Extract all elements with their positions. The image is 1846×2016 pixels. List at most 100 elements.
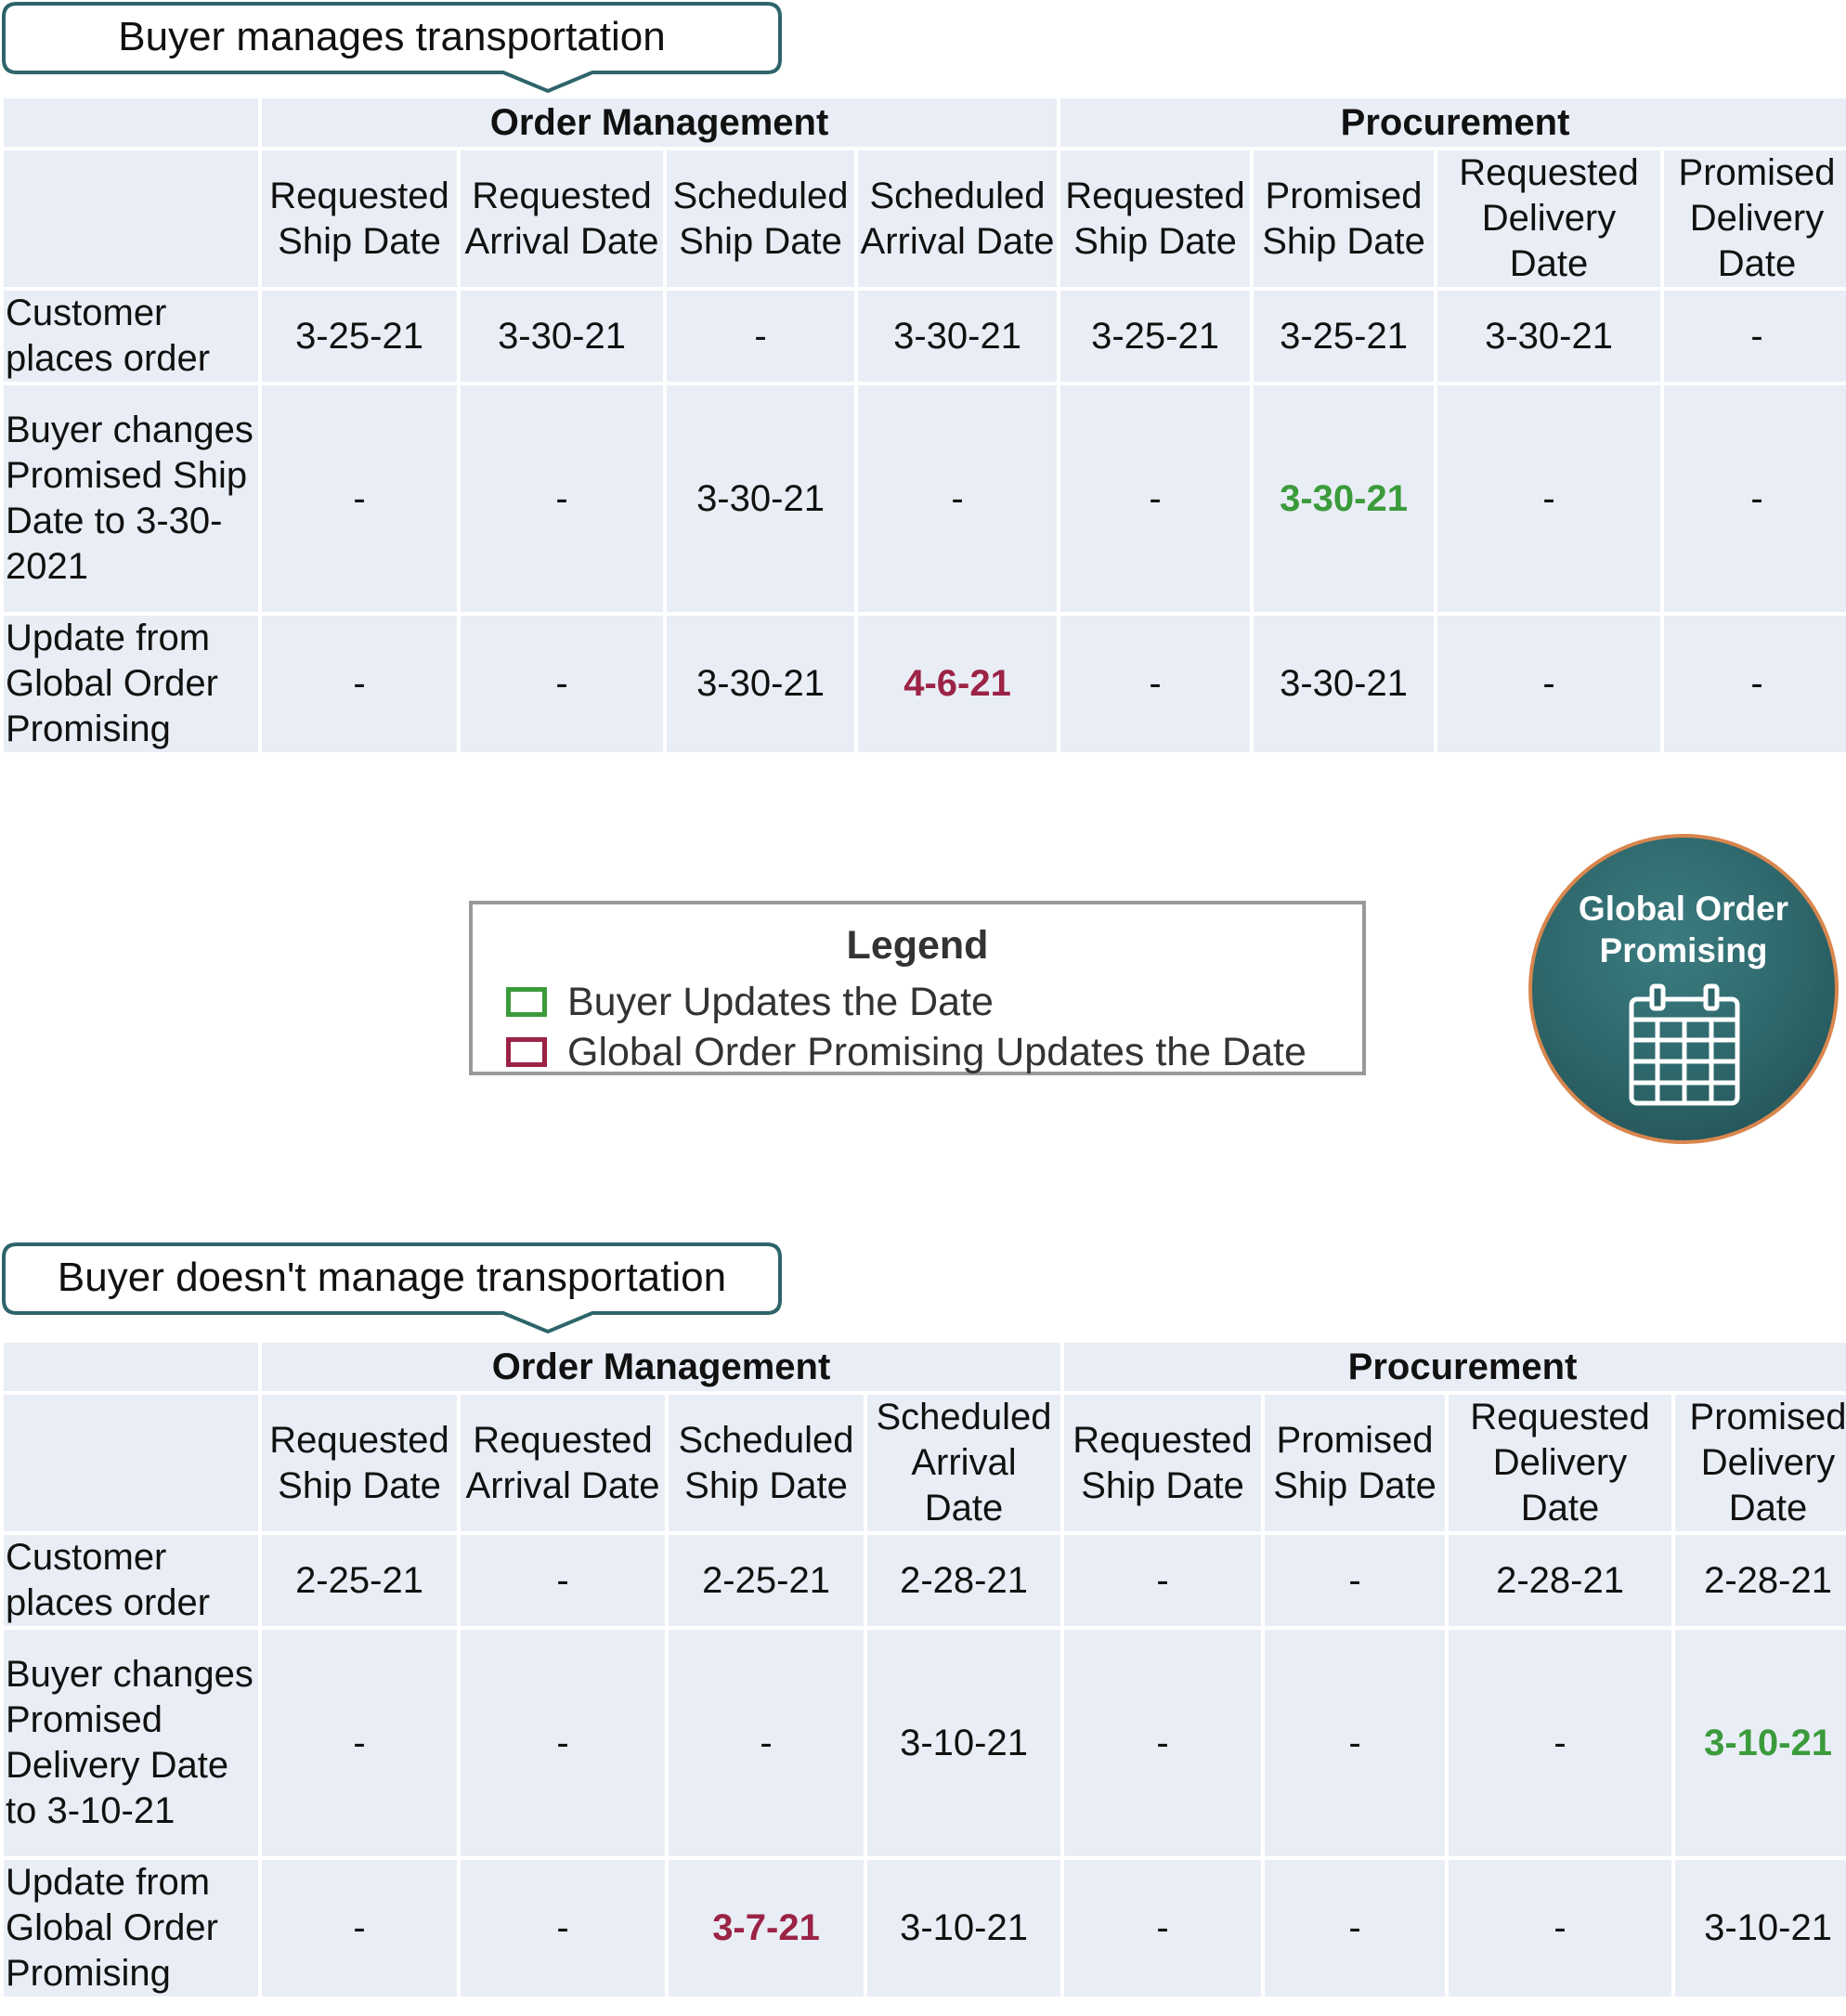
col-header: Requested Ship Date	[1060, 150, 1251, 287]
date-cell: -	[1437, 385, 1661, 612]
legend-label: Global Order Promising Updates the Date	[567, 1029, 1306, 1074]
date-cell: -	[1064, 1535, 1262, 1626]
col-header: Requested Delivery Date	[1437, 150, 1661, 287]
date-cell: 3-30-21	[858, 291, 1058, 382]
date-cell: -	[1265, 1535, 1446, 1626]
dates-table-1: Order Management Procurement Requested S…	[0, 95, 1846, 756]
corner-cell	[4, 150, 258, 287]
col-header: Promised Ship Date	[1254, 150, 1435, 287]
group-procurement: Procurement	[1060, 98, 1846, 147]
date-cell: 3-25-21	[1254, 291, 1435, 382]
date-cell: 3-30-21	[1437, 291, 1661, 382]
date-cell: -	[1265, 1630, 1446, 1856]
col-header: Promised Delivery Date	[1675, 1395, 1846, 1531]
date-cell: -	[262, 385, 457, 612]
table-row: Customer places order 2-25-21 - 2-25-21 …	[4, 1535, 1846, 1626]
date-cell: -	[1449, 1860, 1672, 1996]
date-cell-buyer-update: 3-30-21	[1254, 385, 1435, 612]
date-cell: 2-28-21	[1449, 1535, 1672, 1626]
table-row: Buyer changes Promised Ship Date to 3-30…	[4, 385, 1846, 612]
callout-text: Buyer doesn't manage transportation	[57, 1255, 727, 1300]
date-cell: 3-30-21	[667, 385, 854, 612]
table-row: Update from Global Order Promising - - 3…	[4, 1860, 1846, 1996]
callout-shape	[2, 1242, 782, 1334]
date-cell: -	[1664, 291, 1846, 382]
group-header-row: Order Management Procurement	[4, 1343, 1846, 1391]
date-cell: -	[262, 1630, 457, 1856]
calendar-icon	[1629, 983, 1740, 1106]
date-cell: 3-30-21	[1254, 616, 1435, 752]
col-header: Scheduled Ship Date	[669, 1395, 864, 1531]
row-label: Customer places order	[4, 1535, 258, 1626]
table-row: Update from Global Order Promising - - 3…	[4, 616, 1846, 752]
date-cell: -	[1449, 1630, 1672, 1856]
corner-cell	[4, 1343, 258, 1391]
date-cell: 3-25-21	[262, 291, 457, 382]
legend-item-gop: Global Order Promising Updates the Date	[506, 1029, 1306, 1075]
legend-swatch-red	[506, 1037, 547, 1067]
corner-cell	[4, 1395, 258, 1531]
date-cell: 3-10-21	[1675, 1860, 1846, 1996]
date-cell: 3-30-21	[461, 291, 663, 382]
badge-title-line2: Promising	[1599, 931, 1768, 969]
date-cell: -	[461, 385, 663, 612]
date-cell: -	[262, 1860, 457, 1996]
legend-label: Buyer Updates the Date	[567, 979, 994, 1024]
global-order-promising-badge: Global Order Promising	[1528, 834, 1839, 1144]
legend: Legend Buyer Updates the Date Global Ord…	[469, 901, 1366, 1075]
row-label: Customer places order	[4, 291, 258, 382]
date-cell: -	[1664, 385, 1846, 612]
dates-table-2: Order Management Procurement Requested S…	[0, 1339, 1846, 2000]
legend-swatch-green	[506, 987, 547, 1017]
col-header: Promised Delivery Date	[1664, 150, 1846, 287]
date-cell: -	[1060, 385, 1251, 612]
date-cell: 2-25-21	[669, 1535, 864, 1626]
group-header-row: Order Management Procurement	[4, 98, 1846, 147]
callout-buyer-manages: Buyer manages transportation	[2, 2, 782, 95]
date-cell: -	[262, 616, 457, 752]
corner-cell	[4, 98, 258, 147]
row-label: Buyer changes Promised Ship Date to 3-30…	[4, 385, 258, 612]
col-header: Requested Ship Date	[262, 150, 457, 287]
group-order-management: Order Management	[262, 98, 1058, 147]
table-row: Buyer changes Promised Delivery Date to …	[4, 1630, 1846, 1856]
date-cell: 2-25-21	[262, 1535, 457, 1626]
date-cell-buyer-update: 3-10-21	[1675, 1630, 1846, 1856]
date-cell: -	[858, 385, 1058, 612]
badge-title: Global Order Promising	[1532, 888, 1835, 971]
row-label: Update from Global Order Promising	[4, 616, 258, 752]
column-header-row: Requested Ship Date Requested Arrival Da…	[4, 150, 1846, 287]
col-header: Scheduled Arrival Date	[867, 1395, 1061, 1531]
badge-title-line1: Global Order	[1578, 890, 1789, 928]
date-cell-gop-update: 4-6-21	[858, 616, 1058, 752]
date-cell: -	[1265, 1860, 1446, 1996]
date-cell: -	[1437, 616, 1661, 752]
date-cell: -	[461, 1630, 665, 1856]
date-cell: -	[461, 1535, 665, 1626]
col-header: Requested Delivery Date	[1449, 1395, 1672, 1531]
col-header: Promised Ship Date	[1265, 1395, 1446, 1531]
date-cell: 2-28-21	[1675, 1535, 1846, 1626]
date-cell: 3-30-21	[667, 616, 854, 752]
date-cell: 2-28-21	[867, 1535, 1061, 1626]
col-header: Scheduled Arrival Date	[858, 150, 1058, 287]
date-cell-gop-update: 3-7-21	[669, 1860, 864, 1996]
callout-text: Buyer manages transportation	[118, 14, 666, 59]
callout-buyer-doesnt-manage: Buyer doesn't manage transportation	[2, 1242, 782, 1335]
group-order-management: Order Management	[262, 1343, 1061, 1391]
column-header-row: Requested Ship Date Requested Arrival Da…	[4, 1395, 1846, 1531]
date-cell: -	[1064, 1860, 1262, 1996]
callout-shape	[2, 2, 782, 94]
date-cell: -	[461, 616, 663, 752]
date-cell: 3-10-21	[867, 1860, 1061, 1996]
date-cell: -	[1664, 616, 1846, 752]
date-cell: -	[1060, 616, 1251, 752]
col-header: Requested Ship Date	[1064, 1395, 1262, 1531]
col-header: Requested Arrival Date	[461, 150, 663, 287]
legend-title: Legend	[846, 923, 989, 968]
date-cell: 3-10-21	[867, 1630, 1061, 1856]
col-header: Scheduled Ship Date	[667, 150, 854, 287]
group-procurement: Procurement	[1064, 1343, 1846, 1391]
col-header: Requested Arrival Date	[461, 1395, 665, 1531]
table-row: Customer places order 3-25-21 3-30-21 - …	[4, 291, 1846, 382]
